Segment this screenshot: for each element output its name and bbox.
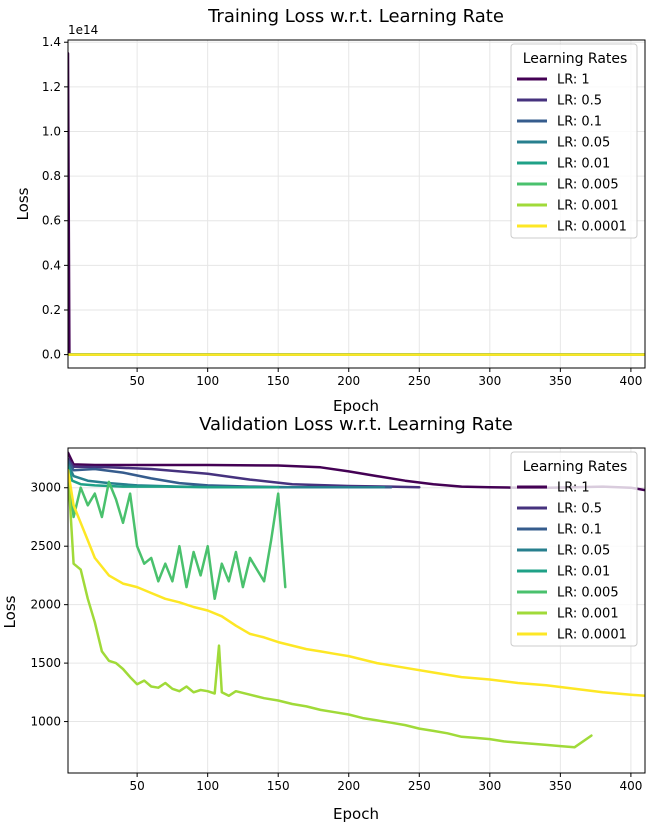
legend-label: LR: 0.01 bbox=[557, 157, 610, 172]
y-tick-label: 2500 bbox=[30, 539, 61, 553]
legend-label: LR: 1 bbox=[557, 481, 590, 496]
legend-label: LR: 0.05 bbox=[557, 136, 610, 151]
legend-label: LR: 0.001 bbox=[557, 607, 619, 622]
y-tick-label: 1500 bbox=[30, 656, 61, 670]
legend-items: LR: 1 LR: 0.5 LR: 0.1 LR: 0.05 LR: 0.01 LR: 0… bbox=[517, 73, 627, 235]
series-line-4 bbox=[68, 465, 280, 489]
x-tick-label: 150 bbox=[267, 779, 290, 793]
series-layer bbox=[68, 52, 645, 356]
x-tick-label: 300 bbox=[478, 374, 501, 388]
x-tick-label: 100 bbox=[196, 779, 219, 793]
y-tick-label: 0.4 bbox=[42, 258, 61, 272]
y-tick-label: 1000 bbox=[30, 715, 61, 729]
x-tick-label: 400 bbox=[619, 374, 642, 388]
legend-label: LR: 0.0001 bbox=[557, 628, 627, 643]
y-offset-label: 1e14 bbox=[68, 23, 98, 37]
series-layer bbox=[68, 451, 645, 749]
legend-box bbox=[510, 43, 638, 239]
plot-frame bbox=[67, 447, 646, 774]
y-ticks: 1000 1500 2000 2500 3000 bbox=[30, 481, 68, 729]
y-tick-label: 1.0 bbox=[42, 124, 61, 138]
legend-box bbox=[510, 451, 638, 647]
legend-label: LR: 0.1 bbox=[557, 115, 602, 130]
y-tick-label: 1.2 bbox=[42, 80, 61, 94]
y-tick-label: 0.2 bbox=[42, 303, 61, 317]
x-ticks: 50 100 150 200 250 300 350 400 bbox=[129, 773, 642, 793]
y-tick-label: 0.8 bbox=[42, 169, 61, 183]
chart-title: Validation Loss w.r.t. Learning Rate bbox=[199, 414, 513, 435]
x-tick-label: 400 bbox=[619, 779, 642, 793]
x-tick-label: 50 bbox=[129, 779, 144, 793]
x-tick-label: 300 bbox=[478, 779, 501, 793]
plot-frame bbox=[67, 39, 646, 369]
y-axis-label: Loss bbox=[14, 187, 32, 220]
legend-label: LR: 0.5 bbox=[557, 502, 602, 517]
series-line-6 bbox=[68, 468, 593, 749]
y-tick-label: 0.0 bbox=[42, 348, 61, 362]
y-tick-label: 2000 bbox=[30, 598, 61, 612]
y-ticks: 0.0 0.2 0.4 0.6 0.8 1.0 1.2 1.4 bbox=[42, 35, 68, 362]
series-line-7 bbox=[68, 468, 645, 698]
training-loss-panel: Training Loss w.r.t. Learning Rate 50 100… bbox=[14, 6, 646, 415]
x-axis-label: Epoch bbox=[333, 805, 379, 823]
x-tick-label: 250 bbox=[408, 779, 431, 793]
legend-label: LR: 0.0001 bbox=[557, 220, 627, 235]
y-tick-label: 0.6 bbox=[42, 214, 61, 228]
legend-label: LR: 0.005 bbox=[557, 178, 619, 193]
x-tick-label: 350 bbox=[549, 779, 572, 793]
legend: Learning Rates LR: 1 LR: 0.5 LR: 0.1 LR: 0.… bbox=[510, 43, 638, 239]
legend-label: LR: 0.1 bbox=[557, 523, 602, 538]
x-tick-label: 250 bbox=[408, 374, 431, 388]
x-tick-label: 200 bbox=[337, 779, 360, 793]
x-tick-label: 150 bbox=[267, 374, 290, 388]
legend-label: LR: 0.05 bbox=[557, 544, 610, 559]
legend-items: LR: 1 LR: 0.5 LR: 0.1 LR: 0.05 LR: 0.01 LR: 0… bbox=[517, 481, 627, 643]
x-tick-label: 200 bbox=[337, 374, 360, 388]
legend-label: LR: 1 bbox=[557, 73, 590, 88]
legend-label: LR: 0.005 bbox=[557, 586, 619, 601]
y-tick-label: 3000 bbox=[30, 481, 61, 495]
legend-label: LR: 0.001 bbox=[557, 199, 619, 214]
legend-label: LR: 0.01 bbox=[557, 565, 610, 580]
x-ticks: 50 100 150 200 250 300 350 400 bbox=[129, 368, 642, 388]
x-tick-label: 100 bbox=[196, 374, 219, 388]
series-line-5 bbox=[68, 468, 287, 601]
x-axis-label: Epoch bbox=[333, 397, 379, 415]
legend: Learning Rates LR: 1 LR: 0.5 LR: 0.1 LR: 0.… bbox=[510, 451, 638, 647]
y-tick-label: 1.4 bbox=[42, 35, 61, 49]
chart-title: Training Loss w.r.t. Learning Rate bbox=[207, 6, 504, 27]
legend-label: LR: 0.5 bbox=[557, 94, 602, 109]
validation-loss-panel: Validation Loss w.r.t. Learning Rate 50 1… bbox=[1, 414, 646, 823]
x-tick-label: 350 bbox=[549, 374, 572, 388]
legend-title: Learning Rates bbox=[523, 51, 628, 67]
y-axis-label: Loss bbox=[1, 595, 19, 628]
x-tick-label: 50 bbox=[129, 374, 144, 388]
legend-title: Learning Rates bbox=[523, 459, 628, 475]
